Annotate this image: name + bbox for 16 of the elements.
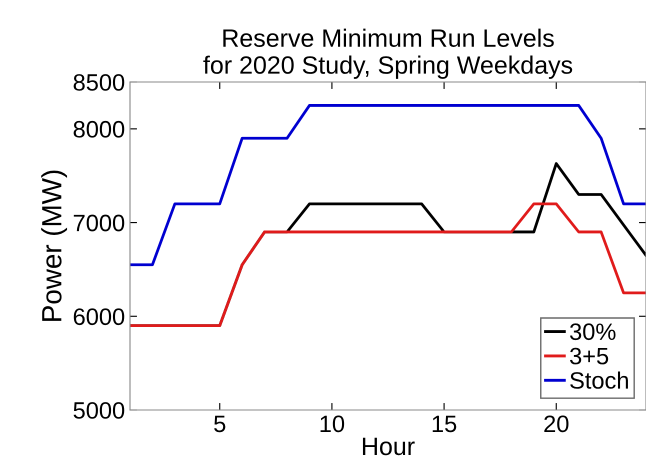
legend-label: 30%: [570, 323, 616, 340]
x-tick-label: 15: [432, 416, 456, 432]
y-axis-title: Power (MW): [41, 170, 68, 321]
legend-label: Stoch: [570, 371, 628, 389]
legend-label: 3+5: [570, 348, 608, 364]
chart-title: Reserve Minimum Run Levels for 2020 Study, Spring Weekdays: [203, 28, 572, 79]
x-tick-label: 10: [320, 415, 344, 432]
x-tick-label: 20: [544, 415, 568, 432]
y-tick-label: 6000: [74, 308, 124, 326]
y-tick-label: 7000: [74, 214, 124, 232]
y-tick-label: 8000: [74, 120, 124, 138]
y-tick-label: 5000: [74, 402, 124, 419]
x-axis-title: Hour: [362, 438, 415, 456]
y-tick-label: 8500: [74, 74, 124, 91]
line-series: [130, 104, 646, 266]
x-tick-label: 5: [214, 416, 226, 432]
